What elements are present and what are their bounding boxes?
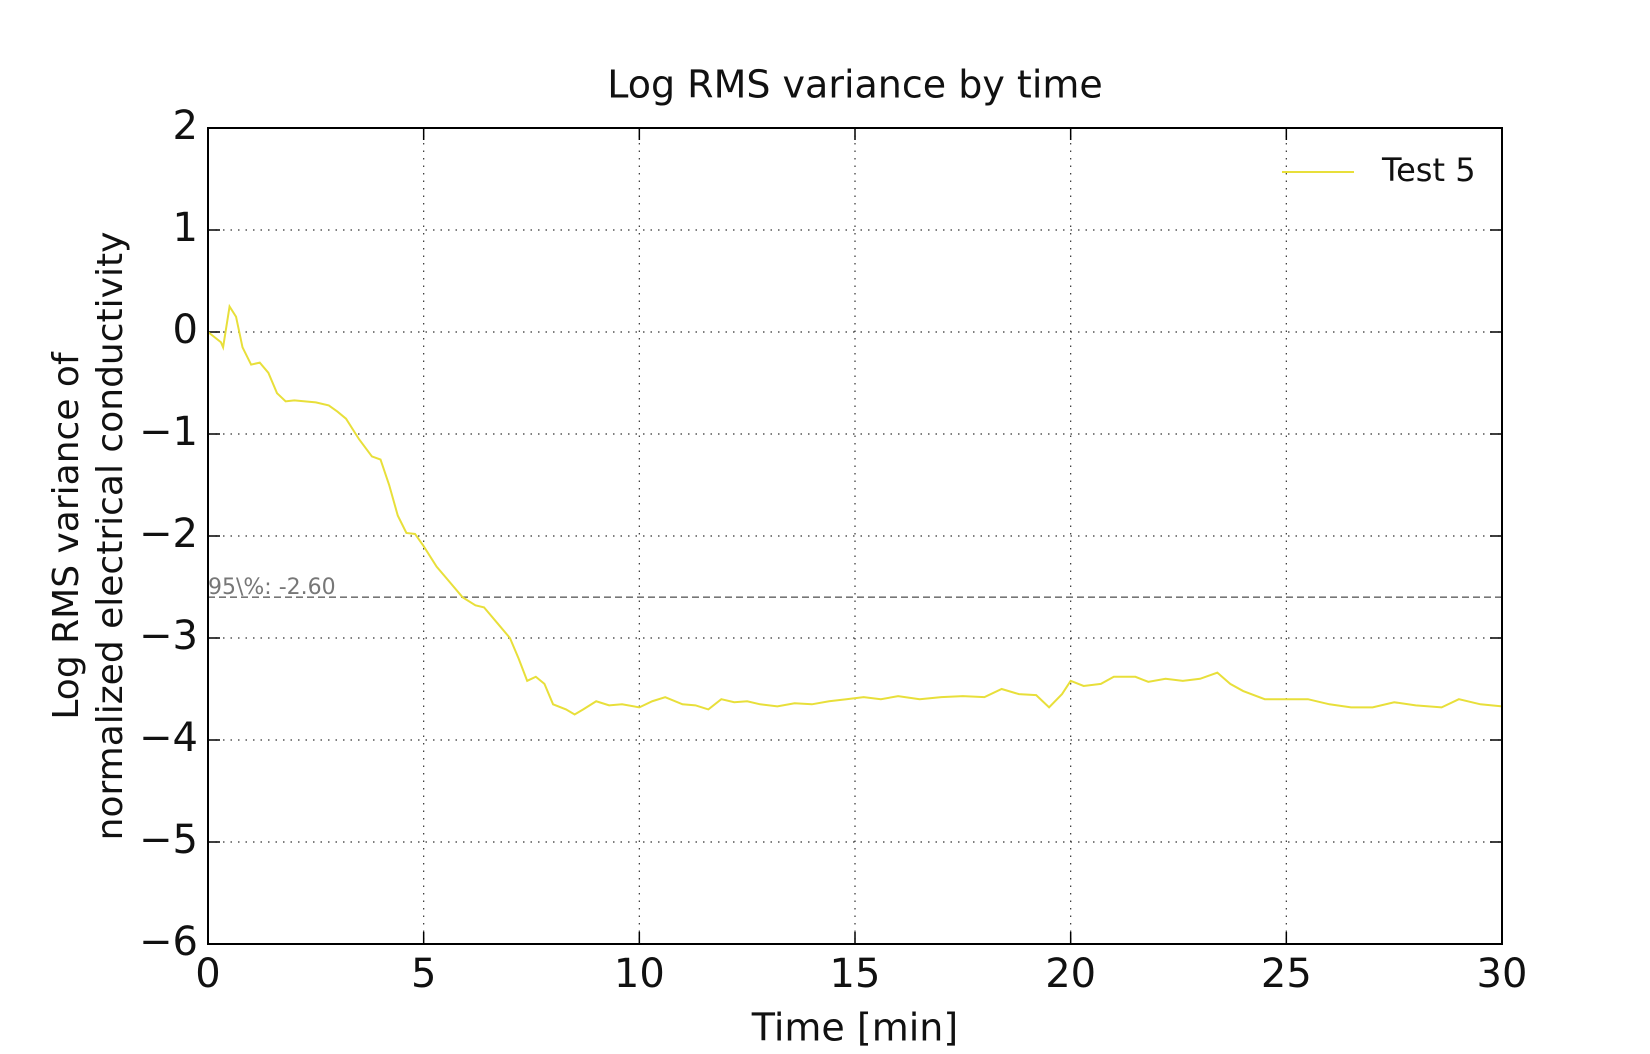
x-axis-label: Time [min] (751, 1006, 958, 1050)
legend-label: Test 5 (1381, 151, 1476, 189)
y-tick-label: −3 (139, 613, 198, 659)
y-axis-label-line: normalized electrical conductivity (90, 232, 131, 841)
y-tick-label: −4 (139, 715, 198, 761)
y-tick-label: −1 (139, 409, 198, 455)
x-tick-label: 5 (411, 951, 436, 997)
x-tick-label: 0 (195, 951, 220, 997)
y-tick-label: −2 (139, 511, 198, 557)
plot-frame (207, 127, 1503, 945)
y-tick-label: 0 (173, 307, 198, 353)
y-tick-label: 1 (173, 205, 198, 251)
x-tick-label: 25 (1261, 951, 1312, 997)
y-axis-label: Log RMS variance of normalized electrica… (46, 232, 131, 841)
y-axis-label-line: Log RMS variance of (46, 351, 87, 720)
x-tick-label: 20 (1045, 951, 1096, 997)
chart-title: Log RMS variance by time (607, 63, 1103, 107)
y-tick-label: −5 (139, 817, 198, 863)
x-tick-label: 10 (614, 951, 665, 997)
data-line (207, 303, 1503, 716)
reference-label: 95\%: -2.60 (208, 575, 336, 600)
y-tick-label: 2 (173, 103, 198, 149)
x-tick-label: 15 (830, 951, 881, 997)
y-tick-label: −6 (139, 919, 198, 965)
x-tick-label: 30 (1477, 951, 1528, 997)
